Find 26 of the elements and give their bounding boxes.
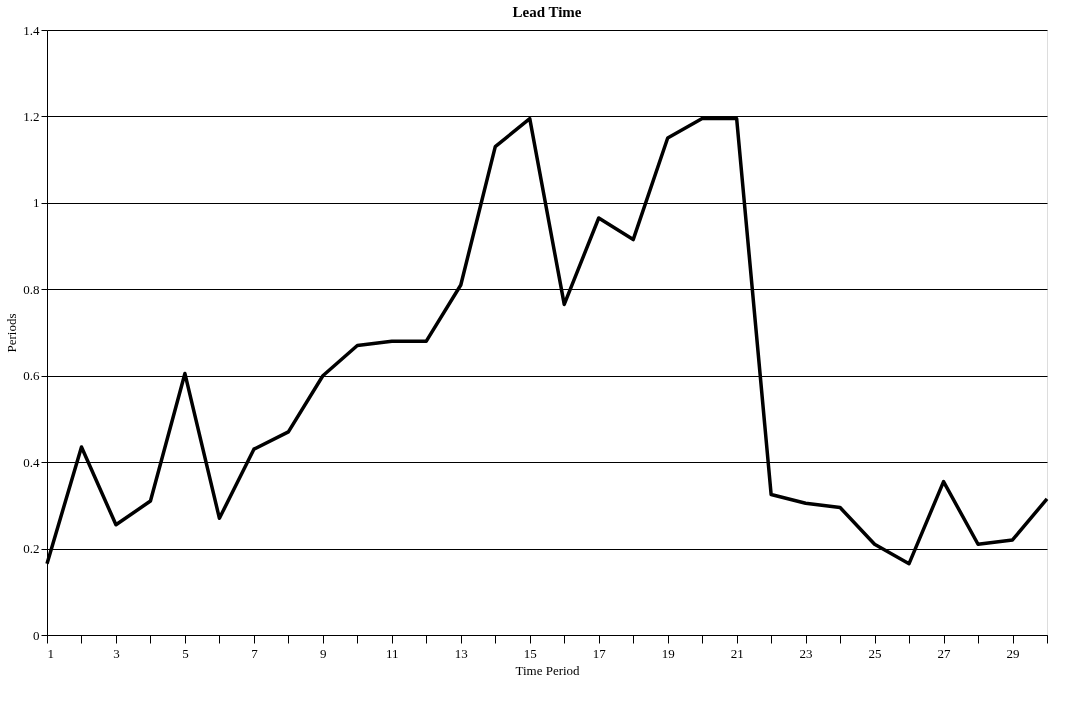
x-tick-label: 17	[592, 645, 607, 661]
x-axis-title: Time Period	[515, 662, 581, 678]
x-tick-label: 7	[251, 645, 259, 661]
x-tick-label: 5	[182, 645, 189, 661]
x-tick-label: 19	[661, 645, 675, 661]
x-tick-label: 15	[523, 645, 537, 661]
x-tick-label: 29	[1006, 645, 1020, 661]
x-tick-label: 21	[730, 645, 744, 661]
y-tick-label: 1.4	[23, 22, 40, 38]
x-tick-label: 27	[937, 645, 952, 661]
y-tick-label: 0.2	[23, 541, 40, 557]
x-tick-label: 3	[113, 645, 120, 661]
x-tick-label: 13	[454, 645, 468, 661]
x-tick-label: 23	[799, 645, 813, 661]
x-tick-label: 25	[868, 645, 882, 661]
x-tick-label: 1	[47, 645, 54, 661]
y-tick-label: 0.4	[23, 454, 40, 470]
x-tick-label: 9	[320, 645, 327, 661]
y-axis-title: Periods	[4, 313, 20, 353]
y-tick-label: 1	[33, 195, 40, 211]
chart-title: Lead Time	[512, 4, 582, 20]
y-tick-label: 0	[33, 627, 40, 643]
x-tick-label: 11	[386, 645, 399, 661]
y-tick-label: 0.6	[23, 368, 40, 384]
y-tick-label: 0.8	[23, 281, 40, 297]
y-tick-label: 1.2	[23, 108, 40, 124]
